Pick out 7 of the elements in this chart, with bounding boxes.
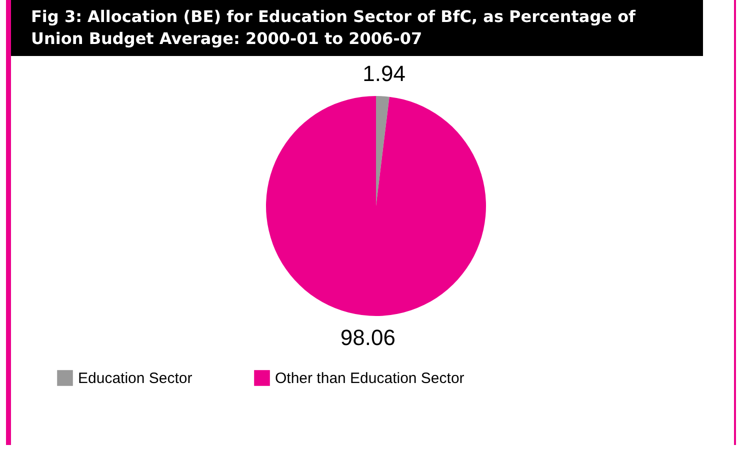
data-label: 1.94 [362,61,406,86]
pie-slice [266,96,486,316]
chart-title: Fig 3: Allocation (BE) for Education Sector of BfC, as Percentage of Union Budget Average: 2000-01 to 2006-07 [11,0,703,56]
legend-label: Other than Education Sector [275,370,464,387]
data-label: 98.06 [340,324,396,350]
legend-label: Education Sector [78,370,192,387]
pie-slice [376,96,390,206]
